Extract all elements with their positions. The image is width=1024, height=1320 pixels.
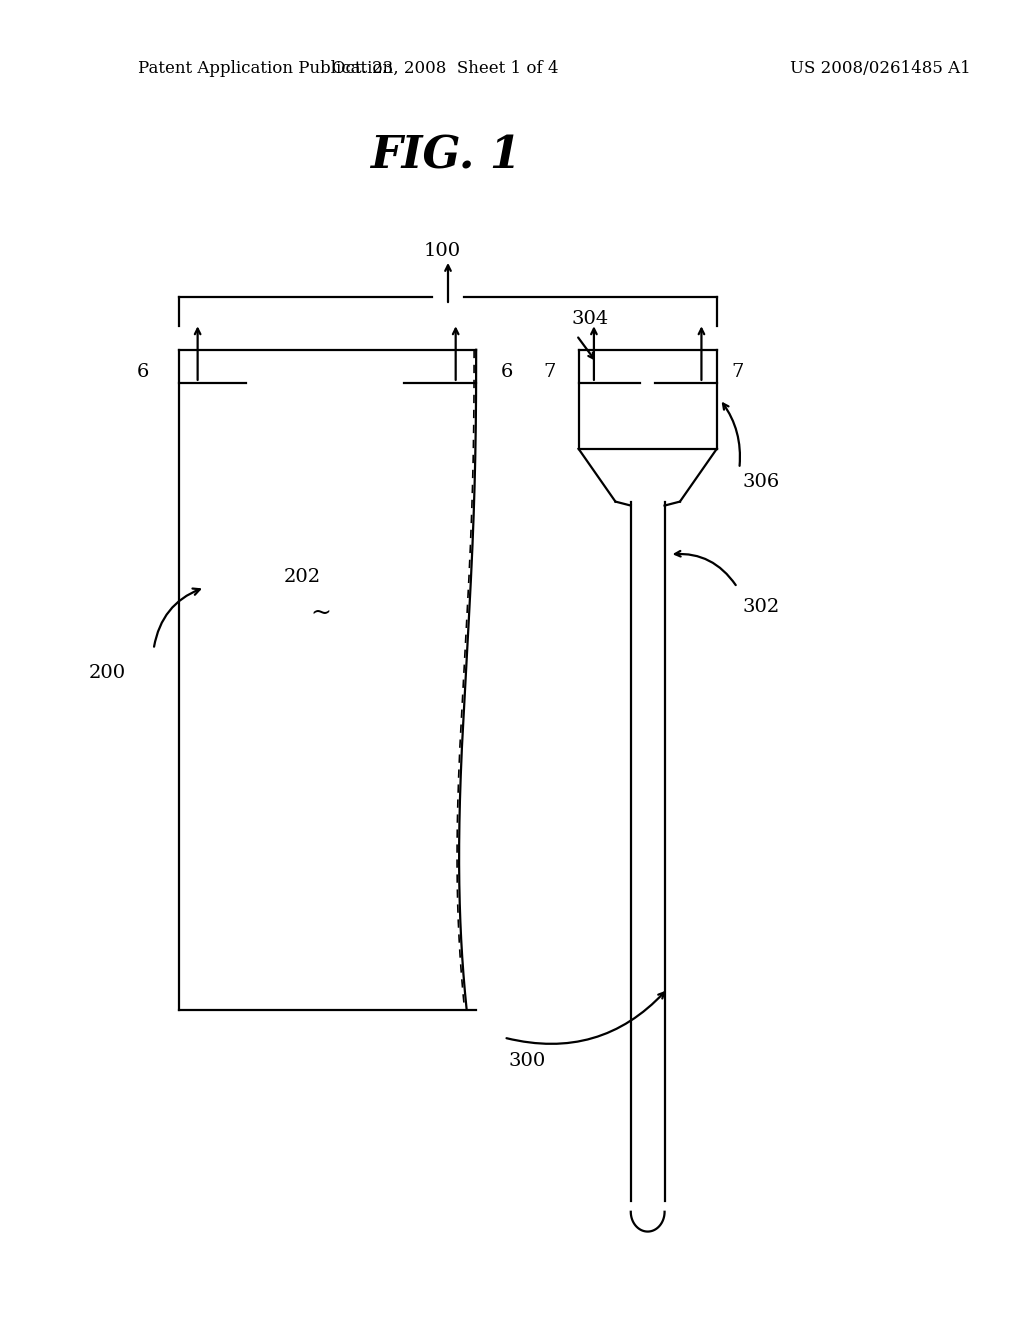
Text: 200: 200 <box>89 664 126 682</box>
Text: 6: 6 <box>137 363 150 381</box>
Text: 6: 6 <box>501 363 513 381</box>
Text: 7: 7 <box>731 363 743 381</box>
Text: Oct. 23, 2008  Sheet 1 of 4: Oct. 23, 2008 Sheet 1 of 4 <box>332 61 559 77</box>
Text: Patent Application Publication: Patent Application Publication <box>138 61 393 77</box>
Text: 300: 300 <box>509 1052 546 1071</box>
Text: FIG. 1: FIG. 1 <box>370 135 521 177</box>
Text: 306: 306 <box>742 473 779 491</box>
Text: US 2008/0261485 A1: US 2008/0261485 A1 <box>791 61 971 77</box>
Text: 7: 7 <box>544 363 556 381</box>
Text: 202: 202 <box>284 568 321 586</box>
Text: 302: 302 <box>742 598 779 616</box>
Text: 100: 100 <box>424 242 461 260</box>
Text: 304: 304 <box>571 310 608 329</box>
Text: ~: ~ <box>310 602 331 626</box>
